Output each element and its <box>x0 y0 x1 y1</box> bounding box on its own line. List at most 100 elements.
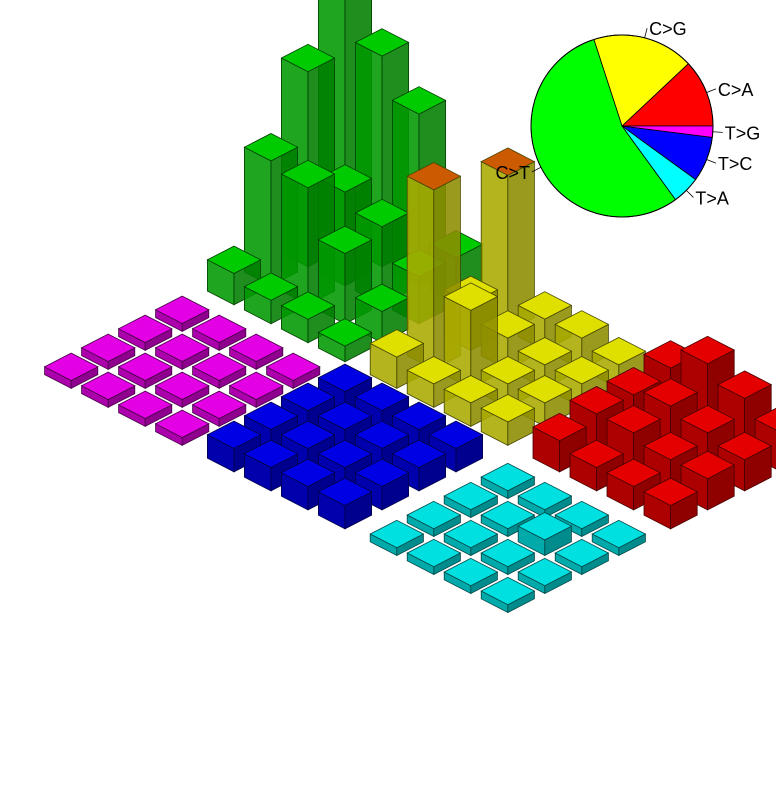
bar-CtoT <box>317 318 373 363</box>
bar-top-face <box>280 43 336 73</box>
bar-top-face <box>517 512 573 541</box>
bar-top-face <box>569 386 625 415</box>
bar-top-face <box>606 458 662 487</box>
bar-top-face <box>317 363 373 392</box>
bar-top-face <box>554 356 610 385</box>
bar-TtoG <box>228 371 284 408</box>
bar-top-face <box>154 333 210 362</box>
bar-top-face <box>280 159 336 189</box>
bar-top-face <box>406 356 462 385</box>
pie-label-TtoA: T>A <box>695 188 729 208</box>
bar-top-face <box>243 439 299 468</box>
bar-top-face <box>532 412 588 442</box>
bar-top-face <box>317 225 373 254</box>
pie-leader-line <box>706 159 717 164</box>
pie-label-CtoT: C>T <box>495 163 530 183</box>
bar-TtoG <box>117 352 173 389</box>
bar-top-face <box>191 314 247 343</box>
bar-TtoG <box>191 390 247 427</box>
bar-top-face <box>317 401 373 430</box>
bar-top-face <box>428 420 484 449</box>
bar-top-face <box>280 458 336 487</box>
bar-top-face <box>591 519 647 549</box>
bar-top-face <box>317 439 373 468</box>
bar-CtoA <box>606 405 662 473</box>
bar-TtoG <box>80 333 136 370</box>
bar-TtoC <box>317 477 373 530</box>
bar-TtoA <box>554 538 610 576</box>
pie-label-CtoG: C>G <box>649 19 687 39</box>
lego-bars-layer <box>43 0 776 614</box>
bar-top-face <box>717 431 773 461</box>
bar-TtoG <box>154 295 210 332</box>
bar-top-face <box>443 557 499 587</box>
bar-TtoG <box>191 352 247 389</box>
bar-TtoA <box>517 481 573 519</box>
bar-TtoA <box>443 557 499 595</box>
bar-TtoG <box>154 409 210 446</box>
bar-top-face <box>154 409 210 438</box>
bar-top-face <box>680 450 736 480</box>
bar-TtoA <box>443 481 499 519</box>
bar-top-face <box>517 291 573 320</box>
bar-TtoG <box>154 333 210 370</box>
bar-TtoA <box>406 538 462 576</box>
bar-top-face <box>517 557 573 587</box>
bar-top-face <box>243 133 299 162</box>
bar-top-face <box>243 401 299 430</box>
bar-top-face <box>354 458 410 487</box>
bar-top-face <box>280 420 336 449</box>
bar-top-face <box>606 405 662 434</box>
bar-top-face <box>265 352 321 381</box>
bar-CtoG <box>480 394 536 446</box>
bar-TtoA <box>369 519 425 557</box>
bar-top-face <box>317 477 373 506</box>
bar-top-face <box>117 390 173 419</box>
bar-top-face <box>406 500 462 530</box>
pie-outline <box>530 34 714 218</box>
bar-TtoA <box>591 519 647 557</box>
bar-TtoG <box>228 333 284 370</box>
bar-top-face <box>480 500 536 530</box>
bar-top-face <box>480 538 536 568</box>
bar-top-face <box>754 407 776 431</box>
bar-TtoA <box>406 500 462 538</box>
bar-top-face <box>643 477 699 506</box>
bar-top-face <box>80 333 136 362</box>
bar-TtoG <box>43 352 99 389</box>
bar-top-face <box>80 371 136 400</box>
bar-top-face <box>117 352 173 381</box>
bar-top-face <box>717 370 773 399</box>
bar-top-face <box>391 86 447 115</box>
bar-top-face <box>228 333 284 362</box>
bar-CtoG <box>369 329 425 389</box>
bar-TtoG <box>117 314 173 351</box>
bar-top-face <box>554 538 610 568</box>
bar-CtoG <box>443 375 499 427</box>
bar-top-face <box>443 375 499 404</box>
bar-CtoA <box>680 450 736 511</box>
bar-top-face <box>443 282 499 311</box>
bar-top-face <box>191 390 247 419</box>
bar-top-face <box>369 329 425 358</box>
bar-top-face <box>317 318 373 347</box>
bar-top-face <box>480 147 536 176</box>
bar-top-face <box>680 405 736 434</box>
bar-top-face <box>228 371 284 400</box>
bar-top-face <box>406 162 462 191</box>
bar-top-face <box>154 371 210 400</box>
bar-top-face <box>643 431 699 461</box>
pie-leader-line <box>686 190 694 198</box>
bar-TtoA <box>517 512 573 557</box>
bar-top-face <box>517 337 573 366</box>
bar-top-face <box>354 420 410 449</box>
bar-top-face <box>369 519 425 549</box>
bar-top-face <box>354 28 410 57</box>
bar-top-face <box>443 519 499 549</box>
pie-label-TtoG: T>G <box>725 123 761 143</box>
bar-top-face <box>606 367 662 396</box>
bar-top-face <box>154 295 210 324</box>
pie-label-CtoA: C>A <box>718 80 754 100</box>
bar-TtoG <box>80 371 136 408</box>
